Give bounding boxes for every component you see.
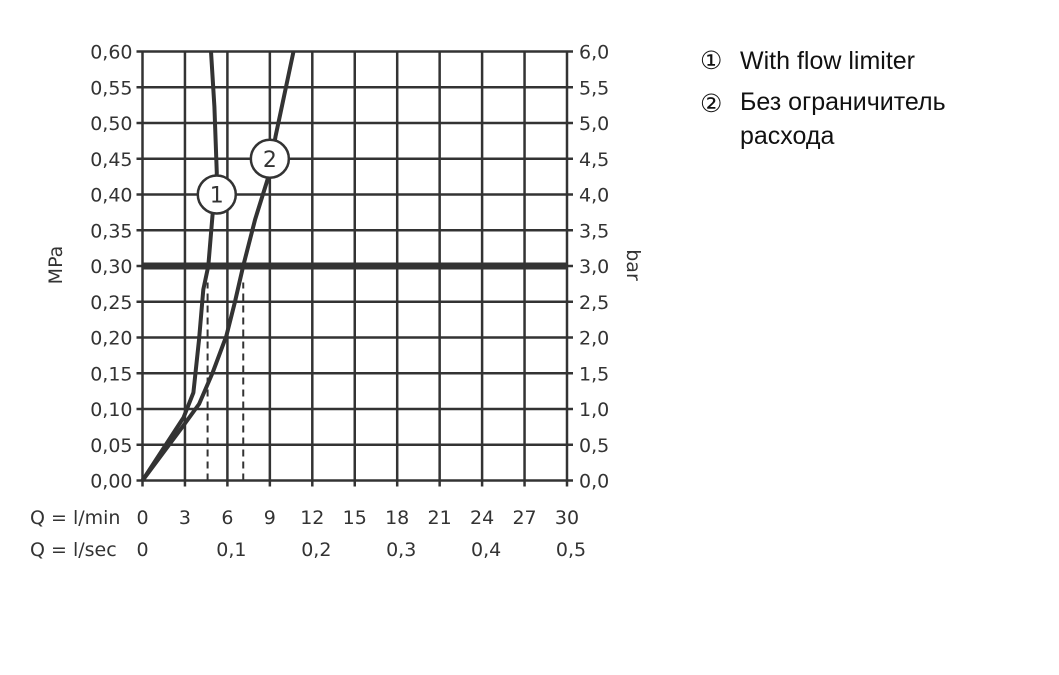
x-tick-label-lmin: 3	[179, 507, 191, 529]
y-tick-label-right: 6,0	[579, 42, 609, 64]
y-tick-label-left: 0,45	[90, 149, 132, 171]
x-axis-label-lmin: Q = l/min	[30, 507, 120, 529]
y-tick-label-right: 2,5	[579, 292, 609, 314]
y-tick-label-left: 0,20	[90, 328, 132, 350]
y-tick-label-left: 0,35	[90, 220, 132, 242]
x-tick-label-lmin: 30	[555, 507, 579, 529]
x-tick-label-lmin: 24	[470, 507, 494, 529]
legend-text-1: With flow limiter	[740, 47, 916, 75]
x-tick-label-lsec: 0,1	[216, 539, 246, 561]
y-tick-label-left: 0,10	[90, 399, 132, 421]
x-tick-label-lmin: 6	[221, 507, 233, 529]
legend-item-2: ② Без ограничитель расхода	[700, 88, 1000, 153]
x-tick-label-lsec: 0,5	[556, 539, 586, 561]
series-label-2: 2	[263, 148, 277, 173]
series-label-circle-2	[249, 138, 291, 179]
y-tick-label-right: 3,5	[579, 220, 609, 242]
y-tick-label-right: 2,0	[579, 328, 609, 350]
legend-item-1: ① With flow limiter	[700, 46, 915, 76]
y-tick-label-right: 5,0	[579, 113, 609, 135]
x-tick-label-lmin: 9	[264, 507, 276, 529]
y-tick-label-left: 0,05	[90, 435, 132, 457]
y-tick-label-right: 0,0	[579, 471, 609, 493]
y-tick-label-left: 0,40	[90, 185, 132, 207]
y-tick-label-right: 1,5	[579, 363, 609, 385]
legend-text-2: Без ограничитель расхода	[740, 88, 946, 150]
x-tick-label-lmin: 15	[343, 507, 367, 529]
y-tick-label-left: 0,50	[90, 113, 132, 135]
y-tick-label-right: 4,0	[579, 185, 609, 207]
series-label-1: 1	[210, 184, 224, 209]
y-tick-label-right: 5,5	[579, 77, 609, 99]
series-label-circle-1	[196, 174, 238, 215]
y-axis-label-right: bar	[622, 249, 644, 281]
x-tick-label-lmin: 27	[512, 507, 536, 529]
series-line-1	[140, 51, 219, 482]
y-tick-label-left: 0,30	[90, 256, 132, 278]
y-tick-label-left: 0,25	[90, 292, 132, 314]
legend-number-1: ①	[700, 47, 723, 75]
y-axis-label-left: MPa	[45, 246, 67, 285]
x-tick-label-lmin: 0	[136, 507, 148, 529]
x-tick-label-lsec: 0,4	[471, 539, 501, 561]
y-tick-label-right: 1,0	[579, 399, 609, 421]
x-tick-label-lsec: 0,3	[386, 539, 416, 561]
y-tick-label-left: 0,55	[90, 77, 132, 99]
x-tick-label-lmin: 12	[300, 507, 324, 529]
legend-number-2: ②	[700, 90, 723, 118]
y-tick-label-right: 0,5	[579, 435, 609, 457]
x-tick-label-lmin: 21	[428, 507, 452, 529]
y-tick-label-right: 3,0	[579, 256, 609, 278]
y-tick-label-left: 0,60	[90, 42, 132, 64]
y-tick-label-right: 4,5	[579, 149, 609, 171]
x-tick-label-lsec: 0	[136, 539, 148, 561]
x-tick-label-lsec: 0,2	[301, 539, 331, 561]
y-tick-label-left: 0,00	[90, 471, 132, 493]
x-axis-label-lsec: Q = l/sec	[30, 539, 117, 561]
y-tick-label-left: 0,15	[90, 363, 132, 385]
x-tick-label-lmin: 18	[385, 507, 409, 529]
